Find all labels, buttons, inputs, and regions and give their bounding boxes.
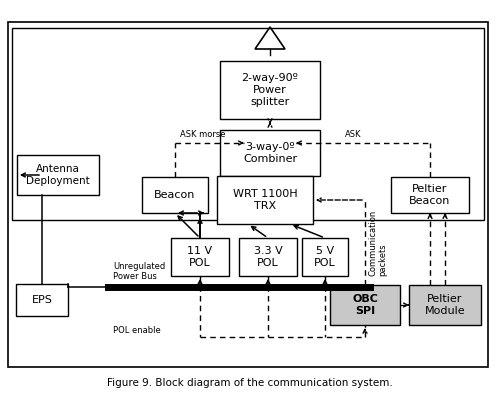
Bar <box>16 284 68 316</box>
Bar <box>171 238 229 276</box>
Text: 5 V
POL: 5 V POL <box>314 246 336 268</box>
Text: Communication
packets: Communication packets <box>368 210 388 276</box>
Text: EPS: EPS <box>32 295 52 305</box>
Bar <box>409 285 481 325</box>
Bar <box>220 61 320 119</box>
Text: OBC
SPI: OBC SPI <box>352 294 378 316</box>
Bar <box>12 28 484 220</box>
Bar <box>239 238 297 276</box>
Text: Antenna
Deployment: Antenna Deployment <box>26 164 90 186</box>
Bar <box>391 177 469 213</box>
Text: Peltier
Beacon: Peltier Beacon <box>410 184 451 206</box>
Bar <box>17 155 99 195</box>
Text: 3-way-0º
Combiner: 3-way-0º Combiner <box>243 142 297 164</box>
Bar <box>220 130 320 176</box>
Text: 3.3 V
POL: 3.3 V POL <box>254 246 282 268</box>
Text: ASK: ASK <box>345 130 362 139</box>
Text: Peltier
Module: Peltier Module <box>424 294 466 316</box>
Text: 2-way-90º
Power
splitter: 2-way-90º Power splitter <box>242 73 298 107</box>
Bar <box>142 177 208 213</box>
Text: 11 V
POL: 11 V POL <box>188 246 212 268</box>
Text: Figure 9. Block diagram of the communication system.: Figure 9. Block diagram of the communica… <box>107 378 393 388</box>
Bar <box>330 285 400 325</box>
Text: WRT 1100H
TRX: WRT 1100H TRX <box>232 189 298 211</box>
Text: ASK morse: ASK morse <box>180 130 226 139</box>
Bar <box>8 22 488 367</box>
Text: Beacon: Beacon <box>154 190 196 200</box>
Bar <box>217 176 313 224</box>
Bar <box>302 238 348 276</box>
Text: POL enable: POL enable <box>113 326 161 335</box>
Text: Unregulated
Power Bus: Unregulated Power Bus <box>113 261 166 281</box>
